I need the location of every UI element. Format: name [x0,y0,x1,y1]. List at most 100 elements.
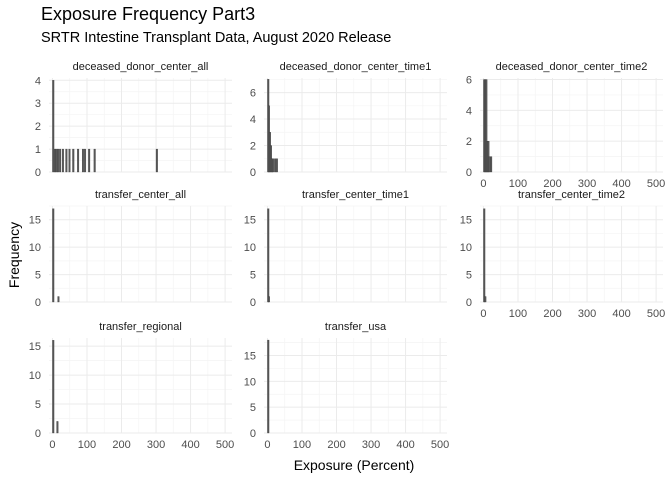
x-tick-label: 500 [647,178,665,190]
x-tick-label: 200 [112,439,130,451]
histogram-bar [59,148,62,173]
y-tick-label: 0 [250,297,256,309]
histogram-bar [275,158,278,173]
histogram-bar [68,148,71,173]
y-tick-label: 1 [35,144,41,156]
x-tick-label: 200 [327,439,345,451]
y-tick-label: 15 [29,341,41,353]
y-tick-label: 10 [29,242,41,254]
facet-strip-label: transfer_usa [325,321,387,333]
chart-title: Exposure Frequency Part3 [41,4,255,24]
y-tick-label: 5 [35,399,41,411]
facet-strip-label: transfer_center_time2 [518,189,625,201]
y-tick-label: 2 [35,121,41,133]
histogram-bar [52,80,55,173]
x-tick-label: 400 [181,439,199,451]
histogram-bar [93,148,96,173]
histogram-bar [55,148,58,173]
histogram-bar [485,79,488,173]
y-tick-label: 10 [244,242,256,254]
y-tick-label: 15 [460,215,472,227]
histogram-bar [84,148,86,173]
x-tick-label: 400 [612,178,630,190]
histogram-bar [65,148,68,173]
y-tick-label: 4 [250,114,256,126]
x-axis-title: Exposure (Percent) [294,457,415,473]
histogram-bar [52,340,55,434]
y-tick-label: 3 [35,98,41,110]
y-tick-label: 10 [460,242,472,254]
facet-strip-label: deceased_donor_center_all [73,61,209,73]
histogram-bar [52,208,55,303]
y-tick-label: 6 [250,88,256,100]
histogram-bar [267,296,270,303]
y-tick-label: 4 [466,105,472,117]
x-tick-label: 100 [293,439,311,451]
histogram-bar [484,296,487,303]
facet-panel-deceased-donor-center-time1: deceased_donor_center_time1 0 2 4 6 [250,61,447,179]
histogram-bar [77,148,80,173]
facet-strip-label: deceased_donor_center_time2 [496,61,648,73]
facet-strip-label: transfer_center_all [95,189,186,201]
facet-panel-transfer-usa: transfer_usa 0 5 10 15 0 100 200 300 400 500 [244,321,450,451]
x-tick-label: 0 [264,439,270,451]
histogram-bar [57,148,60,173]
x-tick-label: 100 [78,439,96,451]
y-tick-label: 0 [466,167,472,179]
facet-strip-label: transfer_center_time1 [302,189,409,201]
facet-panel-transfer-center-all: transfer_center_all 0 5 10 15 [29,189,232,309]
y-tick-label: 5 [250,402,256,414]
chart-subtitle: SRTR Intestine Transplant Data, August 2… [41,30,391,46]
x-tick-label: 0 [49,439,55,451]
y-tick-label: 2 [250,141,256,153]
x-tick-label: 100 [509,178,527,190]
facet-panel-deceased-donor-center-time2: deceased_donor_center_time2 0 2 4 6 0 100 200 30… [466,61,665,190]
histogram-bar [61,148,64,173]
y-tick-label: 0 [250,428,256,440]
histogram-bar [267,339,270,434]
y-tick-label: 15 [29,215,41,227]
histogram-bar [267,208,270,303]
y-tick-label: 5 [35,270,41,282]
x-tick-label: 200 [543,178,561,190]
x-tick-label: 500 [647,308,665,320]
histogram-bar [57,296,60,303]
y-tick-label: 15 [244,351,256,363]
y-axis-title: Frequency [6,222,22,288]
histogram-bar [88,148,91,173]
x-tick-label: 0 [480,308,486,320]
x-tick-label: 100 [509,308,527,320]
x-tick-label: 300 [362,439,380,451]
histogram-bar [488,156,491,173]
x-tick-label: 500 [216,439,234,451]
y-tick-label: 0 [35,428,41,440]
x-tick-label: 0 [480,178,486,190]
x-tick-label: 200 [543,308,561,320]
y-tick-label: 0 [466,297,472,309]
histogram-bar [72,148,75,173]
x-tick-label: 300 [578,308,596,320]
histogram-bar [81,148,84,173]
y-tick-label: 2 [466,136,472,148]
histogram-bar [483,208,486,303]
y-tick-label: 6 [466,75,472,87]
y-tick-label: 4 [35,75,41,87]
facet-strip-label: transfer_regional [99,321,182,333]
facet-panel-transfer-center-time1: transfer_center_time1 0 5 10 15 [244,189,447,309]
y-tick-label: 10 [244,376,256,388]
facet-strip-label: deceased_donor_center_time1 [280,61,432,73]
y-tick-label: 5 [466,270,472,282]
histogram-bar [490,156,493,173]
x-tick-label: 500 [431,439,449,451]
x-tick-label: 300 [578,178,596,190]
x-tick-label: 400 [612,308,630,320]
facet-panel-transfer-center-time2: transfer_center_time2 0 5 10 15 0 100 200 300 400… [460,189,666,320]
y-tick-label: 10 [29,370,41,382]
y-tick-label: 0 [35,167,41,179]
x-tick-label: 400 [396,439,414,451]
facet-panel-transfer-regional: transfer_regional 0 5 10 15 0 100 200 300 400 500 [29,321,235,451]
histogram-bar [56,421,59,434]
histogram-bar [274,158,277,173]
facet-panel-deceased-donor-center-all: deceased_donor_center_all 0 1 2 3 4 [35,61,232,179]
